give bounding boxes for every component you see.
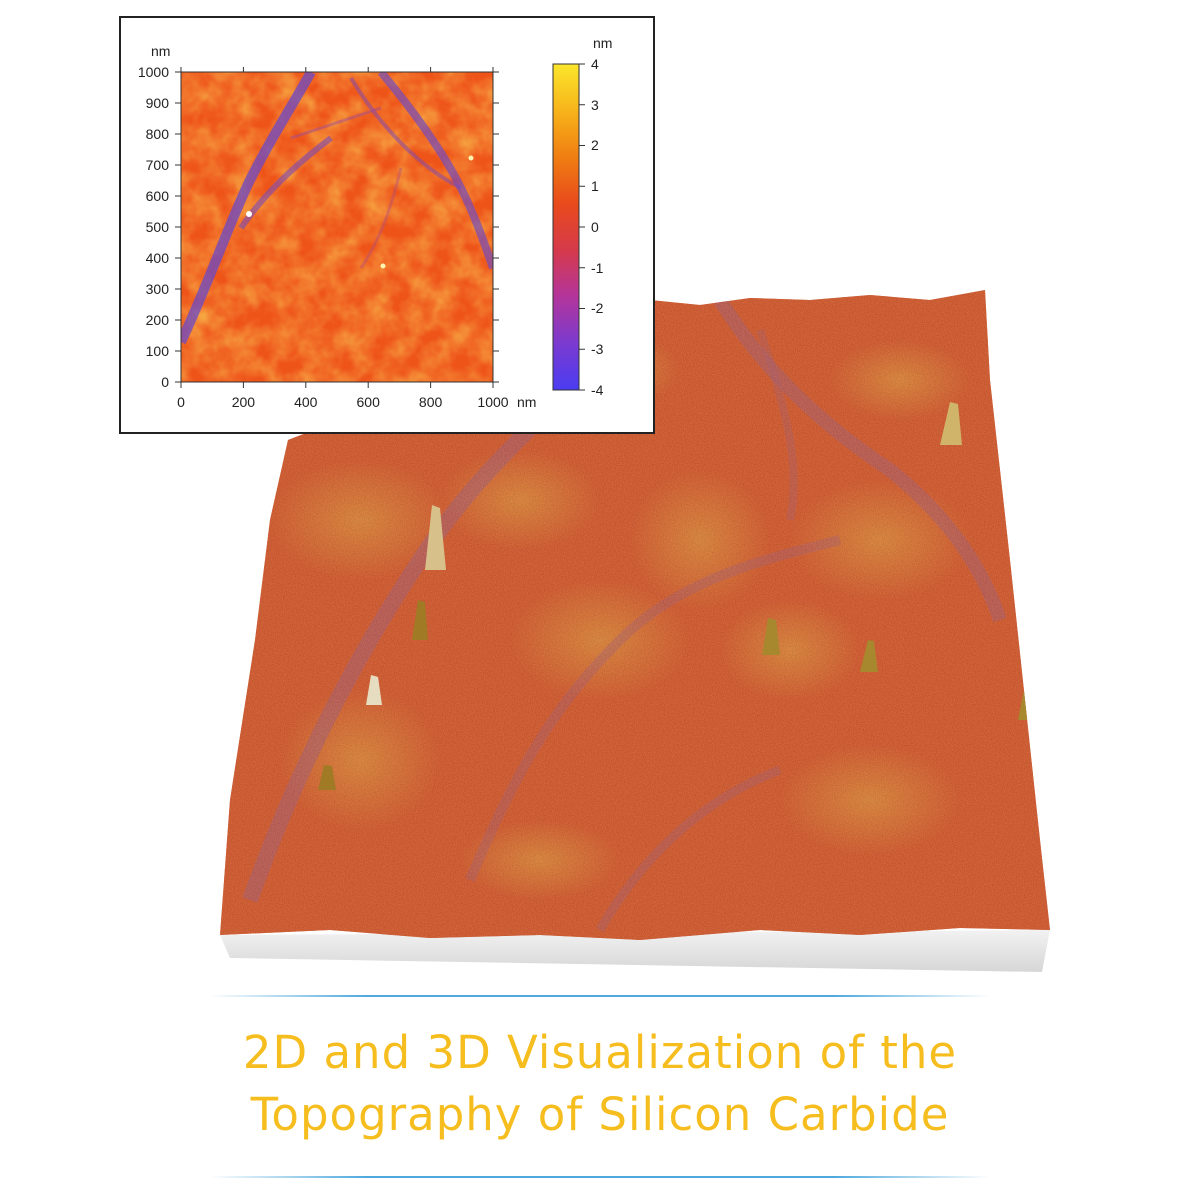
y-axis-ticks [175,71,499,383]
x-axis-ticks [180,67,494,388]
surface-base [220,930,1050,972]
colorbar-unit: nm [593,35,612,51]
colorbar-tick-label: 0 [591,219,599,235]
afm-2d-plot: nm 0 100 200 300 400 500 600 700 800 900… [138,35,613,410]
colorbar-tick-label: 1 [591,178,599,194]
y-tick-label: 800 [146,126,170,142]
colorbar-tick-label: -3 [591,341,604,357]
x-tick-label: 400 [294,394,318,410]
y-tick-label: 0 [161,374,169,390]
colorbar-tick-label: 2 [591,137,599,153]
x-tick-label: 800 [419,394,443,410]
height-map [181,72,493,382]
y-tick-label: 300 [146,281,170,297]
y-axis-unit: nm [151,43,170,59]
colorbar-tick-label: 4 [591,56,599,72]
y-tick-label: 400 [146,250,170,266]
colorbar-tick-label: 3 [591,97,599,113]
x-tick-label: 600 [357,394,381,410]
colorbar-tick-label: -4 [591,382,604,398]
y-tick-label: 500 [146,219,170,235]
y-tick-label: 100 [146,343,170,359]
y-tick-label: 600 [146,188,170,204]
caption-line-1: 2D and 3D Visualization of the [242,1026,958,1079]
top-divider [210,995,990,997]
y-tick-label: 900 [146,95,170,111]
caption: 2D and 3D Visualization of the Topograph… [0,1022,1200,1146]
afm-2d-inset: nm 0 100 200 300 400 500 600 700 800 900… [119,16,655,434]
colorbar-tick-label: -2 [591,300,604,316]
y-tick-label: 1000 [138,64,169,80]
x-tick-label: 200 [232,394,256,410]
colorbar-ticks [579,63,585,391]
colorbar-tick-label: -1 [591,260,604,276]
x-axis-unit: nm [517,394,536,410]
y-tick-label: 700 [146,157,170,173]
x-tick-label: 0 [177,394,185,410]
caption-line-2: Topography of Silicon Carbide [250,1088,950,1141]
y-tick-label: 200 [146,312,170,328]
x-tick-label: 1000 [477,394,508,410]
colorbar [552,63,580,391]
bottom-divider [210,1176,990,1178]
